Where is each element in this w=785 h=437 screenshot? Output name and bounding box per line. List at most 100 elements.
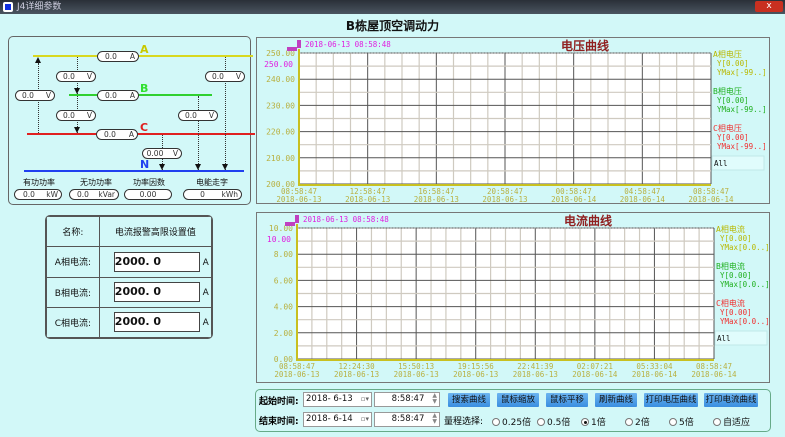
x-tick-label: 2018-06-14 bbox=[551, 195, 597, 204]
close-button[interactable]: x bbox=[755, 1, 783, 12]
phase-b-current: 0.0 A bbox=[97, 90, 139, 101]
end-time-spinner[interactable]: 8:58:47 ▲ ▼ bbox=[374, 412, 440, 427]
print-voltage-button[interactable]: 打印电压曲线 bbox=[644, 393, 698, 407]
phase-c-line bbox=[27, 133, 255, 135]
legend-ymax-value: YMax[0.0..] bbox=[720, 280, 770, 289]
voltage-bn: 0.0 V bbox=[178, 110, 218, 121]
y-tick-label: 6.00 bbox=[274, 276, 293, 285]
y-tick-label: 2.00 bbox=[274, 329, 293, 338]
energy-value: 0 kWh bbox=[183, 189, 242, 200]
x-tick-label: 2018-06-13 bbox=[345, 195, 390, 204]
x-tick-label: 08:58:47 bbox=[279, 362, 315, 371]
legend-all-button[interactable] bbox=[714, 330, 768, 346]
arrow-up-icon bbox=[35, 57, 41, 63]
y-tick-label: 200.00 bbox=[266, 180, 295, 189]
x-tick-label: 2018-06-14 bbox=[688, 195, 734, 204]
x-tick-label: 2018-06-13 bbox=[414, 195, 459, 204]
y-tick-label: 240.00 bbox=[266, 75, 295, 84]
range-radio-1[interactable]: 1倍 bbox=[581, 415, 606, 428]
power-factor-value: 0.00 bbox=[124, 189, 172, 200]
phase-b-label: B bbox=[140, 82, 149, 95]
x-tick-label: 05:33:04 bbox=[636, 362, 673, 371]
cursor-value-label: 10.00 bbox=[267, 235, 291, 244]
refresh-curve-button[interactable]: 刷新曲线 bbox=[595, 393, 637, 407]
window-title: J4详细参数 bbox=[17, 2, 62, 12]
start-time-spinner[interactable]: 8:58:47 ▲ ▼ bbox=[374, 392, 440, 407]
table-row: C相电流: 2000. 0 A bbox=[46, 306, 212, 338]
legend-all-button[interactable] bbox=[711, 155, 765, 171]
current-chart[interactable]: 0.002.004.006.008.0010.0008:58:472018-06… bbox=[257, 213, 771, 384]
calendar-dropdown-icon: ▫▾ bbox=[360, 395, 369, 403]
end-time-label: 结束时间: bbox=[259, 417, 299, 427]
cursor-marker bbox=[297, 40, 301, 48]
active-power-value: 0.0 kW bbox=[14, 189, 62, 200]
table-row: B相电流: 2000. 0 A bbox=[46, 276, 212, 308]
x-tick-label: 02:07:21 bbox=[577, 362, 613, 371]
legend-ymax-value: YMax[-99..] bbox=[717, 105, 767, 114]
header-value: 电流报警高限设置值 bbox=[98, 216, 212, 248]
voltage-bc: 0.0 V bbox=[56, 110, 96, 121]
legend-series-name: B相电流 bbox=[716, 261, 745, 271]
x-tick-label: 04:58:47 bbox=[624, 187, 660, 196]
y-tick-label: 0.00 bbox=[274, 355, 293, 364]
reactive-power-label: 无功功率 bbox=[80, 178, 112, 187]
x-tick-label: 08:58:47 bbox=[693, 187, 729, 196]
title-bar: J4详细参数 x bbox=[0, 0, 785, 14]
mouse-zoom-button[interactable]: 鼠标缩放 bbox=[497, 393, 539, 407]
legend-all-label: All bbox=[717, 334, 731, 343]
x-tick-label: 2018-06-14 bbox=[572, 370, 618, 379]
range-radio-auto[interactable]: 自适应 bbox=[713, 415, 750, 428]
x-tick-label: 2018-06-13 bbox=[274, 370, 319, 379]
start-date-picker[interactable]: 2018- 6-13 ▫▾ bbox=[303, 392, 372, 407]
alarm-c-input[interactable]: 2000. 0 bbox=[113, 312, 200, 333]
legend-series-name: C相电压 bbox=[713, 123, 742, 133]
cursor-marker bbox=[295, 215, 299, 223]
legend-ymax-value: YMax[-99..] bbox=[717, 142, 767, 151]
spinner-icon: ▲ ▼ bbox=[432, 392, 437, 405]
legend-series-name: A相电流 bbox=[716, 224, 745, 234]
x-tick-label: 12:58:47 bbox=[350, 187, 386, 196]
phase-c-current: 0.0 A bbox=[96, 129, 138, 140]
cursor-value-label: 250.00 bbox=[264, 60, 293, 69]
cursor-time-label: 2018-06-13 08:58:48 bbox=[303, 215, 389, 224]
range-radio-025[interactable]: 0.25倍 bbox=[492, 415, 531, 428]
cursor-marker bbox=[287, 47, 297, 51]
x-tick-label: 2018-06-13 bbox=[513, 370, 558, 379]
x-tick-label: 22:41:39 bbox=[517, 362, 553, 371]
alarm-settings-table: 名称: 电流报警高限设置值 A相电流: 2000. 0 A B相电流: 2000. 0… bbox=[45, 215, 213, 339]
page-title: B栋屋顶空调动力 bbox=[345, 19, 440, 33]
end-date-picker[interactable]: 2018- 6-14 ▫▾ bbox=[303, 412, 372, 427]
arrow-down-icon bbox=[74, 127, 80, 133]
phase-a-line bbox=[33, 55, 253, 57]
x-tick-label: 2018-06-14 bbox=[632, 370, 678, 379]
legend-y-value: Y[0.00] bbox=[717, 59, 749, 68]
mouse-pan-button[interactable]: 鼠标平移 bbox=[546, 393, 588, 407]
header-name: 名称: bbox=[46, 216, 100, 248]
range-label: 量程选择: bbox=[444, 417, 484, 427]
phase-a-label: A bbox=[140, 43, 149, 56]
app-icon bbox=[3, 2, 13, 12]
energy-label: 电能走字 bbox=[196, 178, 228, 187]
range-radio-2[interactable]: 2倍 bbox=[625, 415, 650, 428]
x-tick-label: 2018-06-13 bbox=[276, 195, 321, 204]
x-tick-label: 2018-06-13 bbox=[453, 370, 498, 379]
y-tick-label: 220.00 bbox=[266, 128, 295, 137]
power-factor-label: 功率因数 bbox=[133, 178, 165, 187]
x-tick-label: 08:58:47 bbox=[696, 362, 732, 371]
phase-a-current: 0.0 A bbox=[97, 51, 139, 62]
legend-ymax-value: YMax[-99..] bbox=[717, 68, 767, 77]
chart-title: 电压曲线 bbox=[561, 38, 609, 53]
range-radio-05[interactable]: 0.5倍 bbox=[537, 415, 570, 428]
search-curve-button[interactable]: 搜索曲线 bbox=[448, 393, 490, 407]
cursor-marker bbox=[285, 222, 295, 226]
range-radio-5[interactable]: 5倍 bbox=[669, 415, 694, 428]
alarm-a-input[interactable]: 2000. 0 bbox=[113, 251, 200, 272]
print-current-button[interactable]: 打印电流曲线 bbox=[704, 393, 758, 407]
voltage-chart-panel: 200.00 210.00 220.00 230.00 240.00 250.00 08:5… bbox=[256, 37, 770, 204]
spinner-icon: ▲ ▼ bbox=[432, 412, 437, 425]
reactive-power-value: 0.0 kVar bbox=[69, 189, 119, 200]
x-tick-label: 00:58:47 bbox=[556, 187, 592, 196]
alarm-b-input[interactable]: 2000. 0 bbox=[113, 282, 200, 303]
voltage-chart[interactable]: 200.00 210.00 220.00 230.00 240.00 250.00 08:5… bbox=[257, 38, 771, 205]
x-tick-label: 2018-06-13 bbox=[482, 195, 527, 204]
